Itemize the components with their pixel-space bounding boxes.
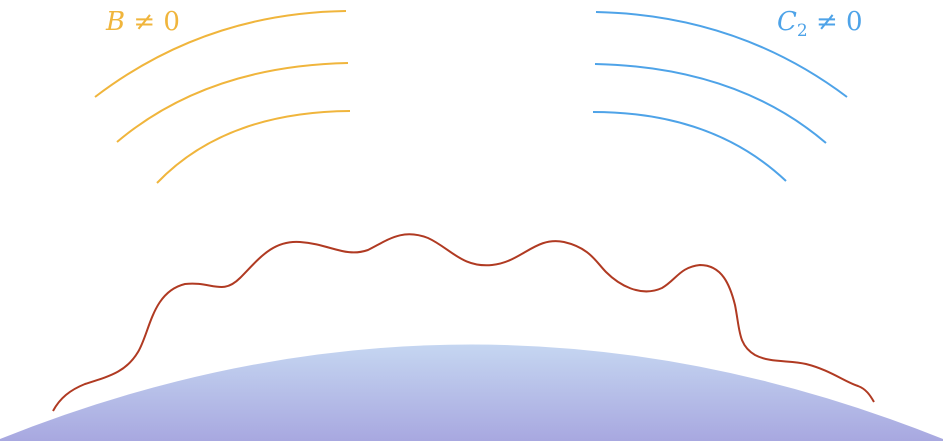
- left-label-symbol: B: [105, 7, 125, 37]
- right-label-subscript: 2: [797, 21, 808, 41]
- right-label-relation: ≠ 0: [808, 7, 863, 37]
- right-arc-outer: [595, 11, 848, 98]
- curved-surface: [0, 344, 943, 441]
- wavy-boundary-curve: [52, 233, 875, 412]
- left-arc-outer: [94, 10, 347, 98]
- right-arc-inner: [592, 111, 787, 182]
- left-field-arcs: [94, 10, 351, 184]
- left-arc-inner: [156, 110, 351, 184]
- right-arc-middle: [594, 63, 827, 144]
- right-field-arcs: [592, 11, 848, 182]
- left-arc-middle: [116, 62, 349, 143]
- left-label: B ≠ 0: [105, 7, 180, 37]
- left-label-relation: ≠ 0: [125, 7, 180, 37]
- right-label: C2 ≠ 0: [777, 7, 863, 41]
- right-label-symbol: C: [777, 7, 797, 37]
